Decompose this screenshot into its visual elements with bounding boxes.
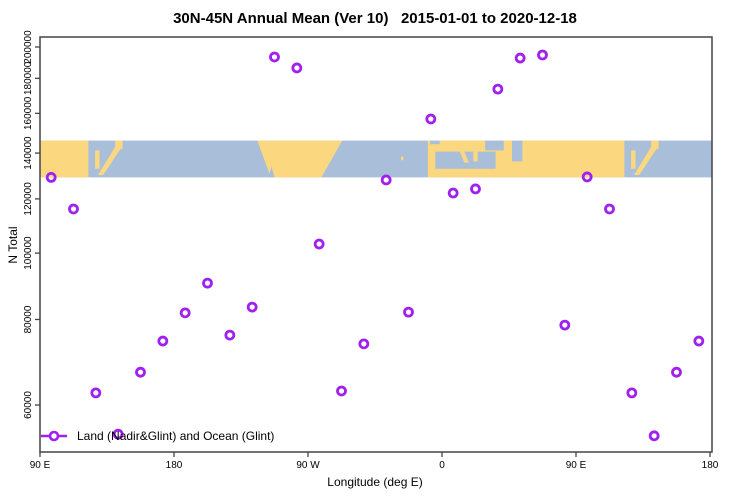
data-point	[648, 430, 660, 442]
data-point	[202, 277, 213, 289]
data-point	[559, 319, 571, 331]
map-land-hokkaido-wrap2	[651, 140, 659, 150]
data-point	[179, 307, 191, 319]
x-tick-label: 90 E	[566, 460, 587, 471]
data-point	[492, 83, 504, 95]
data-point	[90, 387, 102, 399]
data-point	[671, 366, 682, 378]
legend-label: Land (Nadir&Glint) and Ocean (Glint)	[77, 429, 275, 443]
map-land-asia-mainland-wrap1	[40, 140, 89, 178]
map-land-japan-wrap2	[634, 146, 657, 175]
data-point	[626, 387, 638, 399]
y-tick-label: 120000	[23, 182, 34, 216]
x-tick-label: 90 E	[30, 460, 51, 471]
legend-marker-icon	[41, 430, 67, 442]
map-land-azores	[401, 156, 404, 161]
x-tick-label: 180	[166, 460, 183, 471]
y-tick-label: 80000	[23, 305, 34, 333]
data-point	[425, 113, 437, 125]
data-point	[313, 238, 325, 250]
x-tick-label: 180	[702, 460, 719, 471]
data-point	[604, 203, 615, 215]
data-point	[157, 335, 169, 347]
data-point	[291, 62, 303, 74]
data-point	[403, 306, 414, 318]
data-point	[380, 174, 392, 186]
data-point	[581, 171, 593, 183]
map-land-japan-wrap1	[98, 146, 121, 175]
data-point	[246, 301, 258, 313]
data-point	[224, 329, 236, 341]
x-axis-label: Longitude (deg E)	[327, 475, 423, 489]
data-point	[269, 51, 280, 63]
data-point	[537, 49, 548, 61]
map-land-korea-wrap1	[95, 150, 100, 169]
y-tick-label: 180000	[23, 61, 34, 95]
legend: Land (Nadir&Glint) and Ocean (Glint)	[40, 428, 274, 444]
map-ocean-gulf-of-california	[268, 166, 275, 178]
data-point	[336, 385, 347, 397]
map-ocean-bay-of-biscay	[430, 140, 440, 145]
map-land-hokkaido-wrap1	[115, 140, 123, 150]
y-tick-label: 140000	[23, 136, 34, 170]
map-land-italy	[459, 151, 469, 163]
map-ocean-black-sea	[485, 140, 504, 151]
data-point	[68, 203, 79, 215]
plot-border	[39, 36, 713, 453]
map-land-greece	[473, 151, 478, 162]
x-tick-label: 90 W	[296, 460, 320, 471]
data-point	[447, 187, 459, 199]
y-tick-label: 100000	[23, 236, 34, 270]
y-tick-label: 160000	[23, 96, 34, 130]
data-point	[45, 171, 57, 183]
data-point	[358, 338, 370, 350]
data-point	[693, 335, 705, 347]
data-point	[470, 183, 481, 195]
chart-title: 30N-45N Annual Mean (Ver 10) 2015-01-01 …	[173, 10, 577, 27]
data-point	[514, 52, 526, 64]
map-land-korea-wrap2	[631, 150, 636, 169]
data-point	[135, 366, 146, 378]
data-point	[112, 428, 124, 440]
y-tick-label: 200000	[23, 30, 34, 64]
map-land-north-america	[257, 140, 343, 178]
map-ocean-caspian-sea	[511, 140, 523, 162]
x-tick-label: 0	[439, 460, 445, 471]
y-tick-label: 60000	[23, 391, 34, 419]
